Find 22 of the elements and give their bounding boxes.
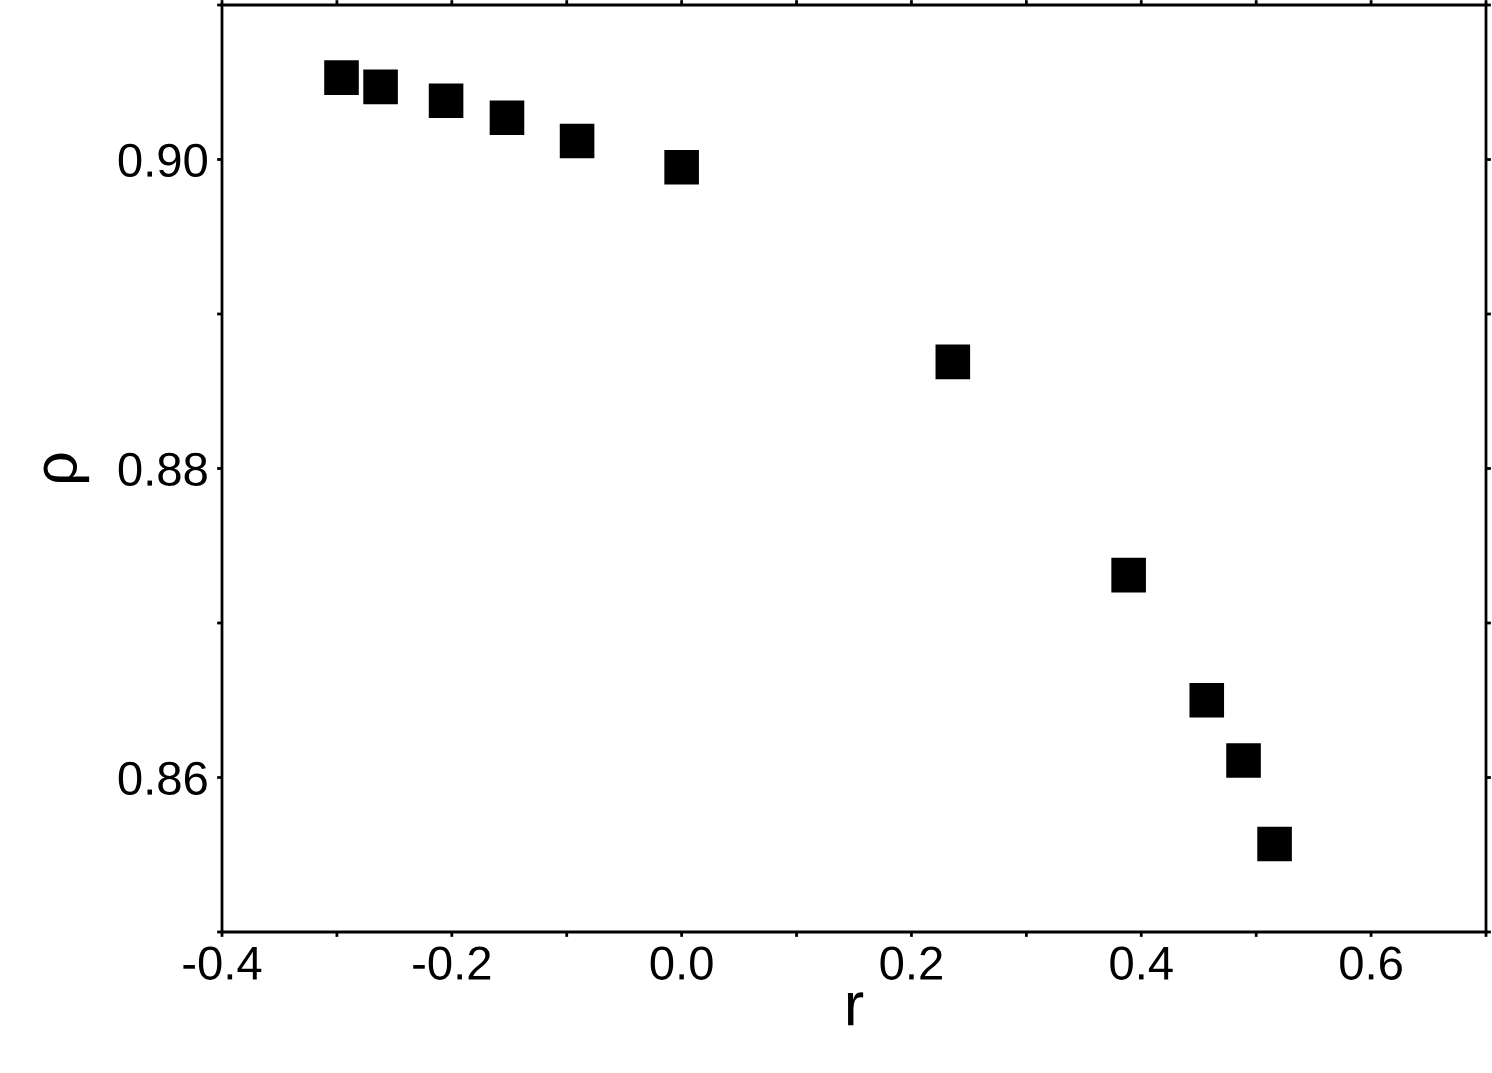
point: [1257, 826, 1292, 862]
point: [1189, 682, 1225, 718]
x-tick-label: 0.0: [650, 946, 713, 980]
point: [489, 100, 525, 136]
x-axis-title: r: [847, 992, 864, 1026]
point: [428, 83, 464, 119]
point: [1226, 743, 1261, 778]
y-axis-title: ρ: [43, 453, 90, 482]
x-tick-label: -0.4: [183, 946, 262, 980]
point: [363, 69, 398, 105]
point: [559, 123, 595, 159]
x-tick-label: 0.4: [1110, 946, 1173, 980]
x-tick-label: 0.2: [880, 946, 942, 980]
point: [935, 344, 971, 380]
y-tick-label: 0.88: [118, 452, 207, 487]
point: [1111, 557, 1146, 593]
y-tick-label: 0.90: [118, 143, 207, 178]
point: [664, 149, 699, 185]
x-tick-label: -0.2: [413, 946, 491, 980]
y-tick-label: 0.86: [118, 761, 207, 796]
point: [324, 60, 359, 95]
x-tick-label: 0.6: [1340, 946, 1402, 980]
